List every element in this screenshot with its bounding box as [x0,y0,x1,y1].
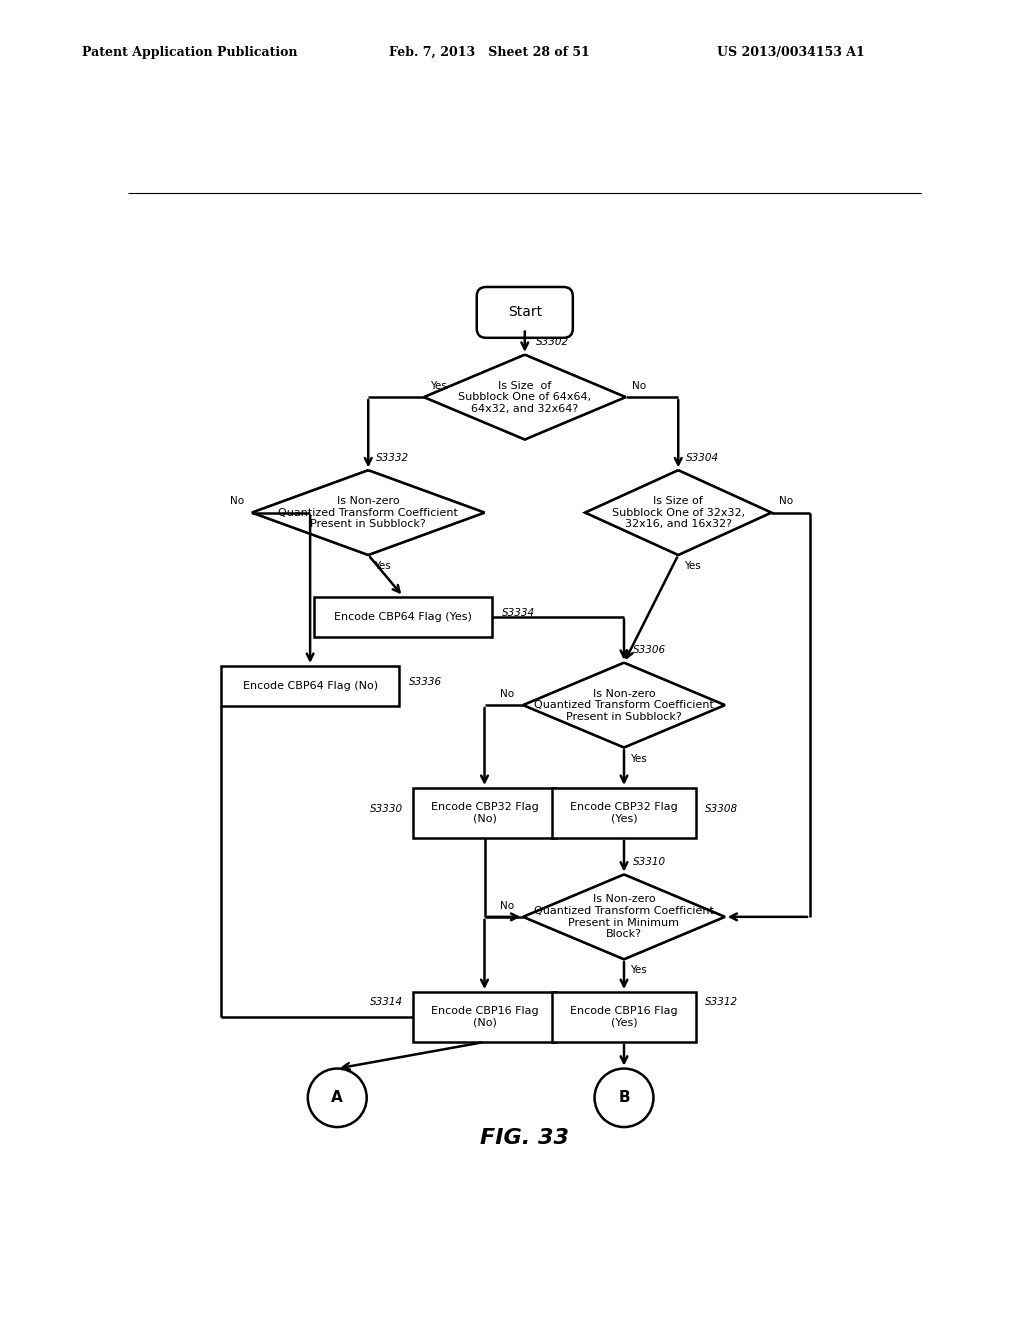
Text: Encode CBP64 Flag (Yes): Encode CBP64 Flag (Yes) [334,611,472,622]
Text: S3330: S3330 [371,804,403,814]
Polygon shape [523,663,725,747]
Text: No: No [779,496,794,507]
FancyBboxPatch shape [552,788,695,838]
Text: FIG. 33: FIG. 33 [480,1127,569,1148]
Text: Encode CBP32 Flag
(Yes): Encode CBP32 Flag (Yes) [570,803,678,824]
Text: B: B [618,1090,630,1105]
Circle shape [595,1069,653,1127]
Text: No: No [500,900,514,911]
Text: S3314: S3314 [371,997,403,1007]
FancyBboxPatch shape [314,597,493,636]
Polygon shape [586,470,771,554]
Text: A: A [332,1090,343,1105]
Text: Is Size of
Subblock One of 32x32,
32x16, and 16x32?: Is Size of Subblock One of 32x32, 32x16,… [611,496,744,529]
Text: S3312: S3312 [705,997,738,1007]
Text: S3306: S3306 [633,645,667,655]
Text: S3310: S3310 [633,857,667,867]
Text: Encode CBP64 Flag (No): Encode CBP64 Flag (No) [243,681,378,690]
Text: S3332: S3332 [376,453,410,462]
Text: Feb. 7, 2013   Sheet 28 of 51: Feb. 7, 2013 Sheet 28 of 51 [389,46,590,59]
Text: S3336: S3336 [409,677,441,686]
Text: Encode CBP32 Flag
(No): Encode CBP32 Flag (No) [431,803,539,824]
Text: No: No [500,689,514,700]
Text: Encode CBP16 Flag
(Yes): Encode CBP16 Flag (Yes) [570,1006,678,1028]
FancyBboxPatch shape [477,286,572,338]
Polygon shape [252,470,484,554]
Text: Yes: Yes [630,965,647,975]
Text: Patent Application Publication: Patent Application Publication [82,46,297,59]
Text: Start: Start [508,305,542,319]
Text: S3302: S3302 [537,337,569,347]
Text: No: No [230,496,245,507]
Text: Is Non-zero
Quantized Transform Coefficient
Present in Minimum
Block?: Is Non-zero Quantized Transform Coeffici… [535,895,714,940]
Text: US 2013/0034153 A1: US 2013/0034153 A1 [717,46,864,59]
Text: Yes: Yes [630,754,647,763]
Text: Yes: Yes [430,381,447,391]
Polygon shape [523,875,725,960]
Text: S3334: S3334 [502,607,535,618]
Text: No: No [632,381,646,391]
FancyBboxPatch shape [221,665,399,706]
Circle shape [308,1069,367,1127]
Polygon shape [424,355,626,440]
Text: Yes: Yes [684,561,701,572]
Text: Is Non-zero
Quantized Transform Coefficient
Present in Subblock?: Is Non-zero Quantized Transform Coeffici… [279,496,458,529]
Text: Is Size  of
Subblock One of 64x64,
64x32, and 32x64?: Is Size of Subblock One of 64x64, 64x32,… [458,380,592,413]
Text: S3304: S3304 [686,453,719,462]
Text: Is Non-zero
Quantized Transform Coefficient
Present in Subblock?: Is Non-zero Quantized Transform Coeffici… [535,689,714,722]
FancyBboxPatch shape [413,788,556,838]
FancyBboxPatch shape [413,991,556,1041]
Text: S3308: S3308 [705,804,738,814]
FancyBboxPatch shape [552,991,695,1041]
Text: Yes: Yes [375,561,391,572]
Text: Encode CBP16 Flag
(No): Encode CBP16 Flag (No) [431,1006,539,1028]
